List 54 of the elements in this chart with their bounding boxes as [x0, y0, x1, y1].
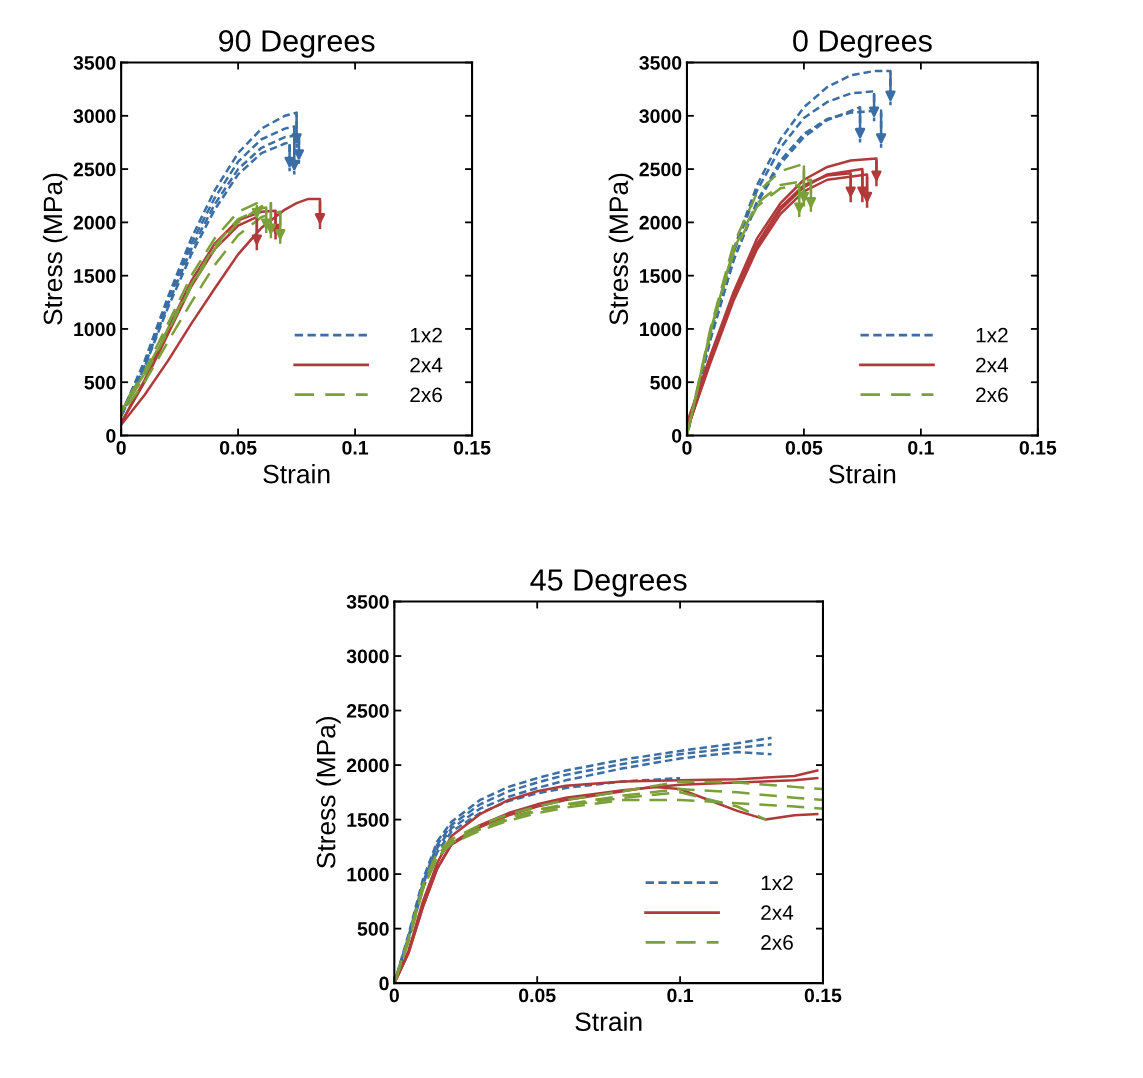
x-tick-label: 0	[116, 440, 126, 455]
legend-label: 2x6	[410, 387, 442, 403]
x-tick-label: 0.15	[1019, 440, 1057, 455]
y-tick-label: 500	[650, 375, 682, 390]
x-tick-label: 0.1	[342, 440, 369, 455]
x-tick-label: 0.1	[667, 988, 694, 1003]
y-tick-label: 1500	[74, 269, 116, 283]
x-axis-title: Strain	[575, 1011, 642, 1032]
chart-title: 90 Degrees	[219, 30, 375, 58]
x-tick-label: 0.05	[219, 440, 257, 455]
x-axis-title: Strain	[263, 464, 330, 484]
y-tick-label: 500	[357, 922, 389, 936]
y-axis-title: Stress (MPa)	[608, 173, 634, 325]
x-tick-label: 0.15	[804, 988, 842, 1003]
y-tick-label: 1000	[74, 322, 116, 337]
legend-label: 2x4	[761, 905, 794, 920]
x-tick-label: 0.1	[908, 440, 934, 455]
y-tick-label: 2000	[73, 215, 116, 230]
legend-label: 2x6	[761, 935, 793, 950]
y-tick-label: 0	[672, 428, 682, 443]
y-tick-label: 1000	[640, 322, 682, 337]
legend-label: 2x4	[976, 357, 1009, 373]
x-tick-label: 0	[389, 988, 399, 1003]
x-tick-label: 0.05	[519, 988, 556, 1003]
x-tick-label: 0.05	[785, 440, 823, 455]
x-tick-label: 0.15	[453, 440, 491, 455]
chart-title: 45 Degrees	[530, 569, 687, 597]
y-tick-label: 2500	[639, 162, 682, 177]
y-tick-label: 3000	[346, 649, 389, 664]
y-tick-label: 1000	[347, 867, 389, 882]
y-tick-label: 1500	[640, 269, 682, 283]
legend-label: 1x2	[976, 327, 1008, 343]
y-tick-label: 2000	[346, 758, 389, 773]
y-tick-label: 3000	[639, 109, 682, 124]
y-axis-title: Stress (MPa)	[316, 716, 341, 869]
y-tick-label: 3000	[73, 109, 116, 124]
legend-label: 1x2	[410, 327, 442, 343]
y-tick-label: 3500	[639, 55, 682, 70]
y-tick-label: 3500	[73, 55, 116, 70]
y-axis-title: Stress (MPa)	[42, 173, 68, 325]
legend-label: 1x2	[761, 875, 793, 890]
y-tick-label: 2000	[639, 215, 682, 230]
chart-title: 0 Degrees	[793, 30, 932, 58]
x-tick-label: 0	[682, 440, 692, 455]
legend-label: 2x4	[410, 357, 443, 373]
y-tick-label: 0	[379, 976, 389, 991]
legend-label: 2x6	[976, 387, 1008, 403]
y-tick-label: 0	[106, 428, 116, 443]
y-tick-label: 1500	[347, 813, 389, 827]
y-tick-label: 3500	[346, 594, 389, 609]
y-tick-label: 2500	[73, 162, 116, 177]
y-tick-label: 2500	[346, 704, 389, 718]
y-tick-label: 500	[84, 375, 116, 390]
x-axis-title: Strain	[829, 464, 896, 484]
